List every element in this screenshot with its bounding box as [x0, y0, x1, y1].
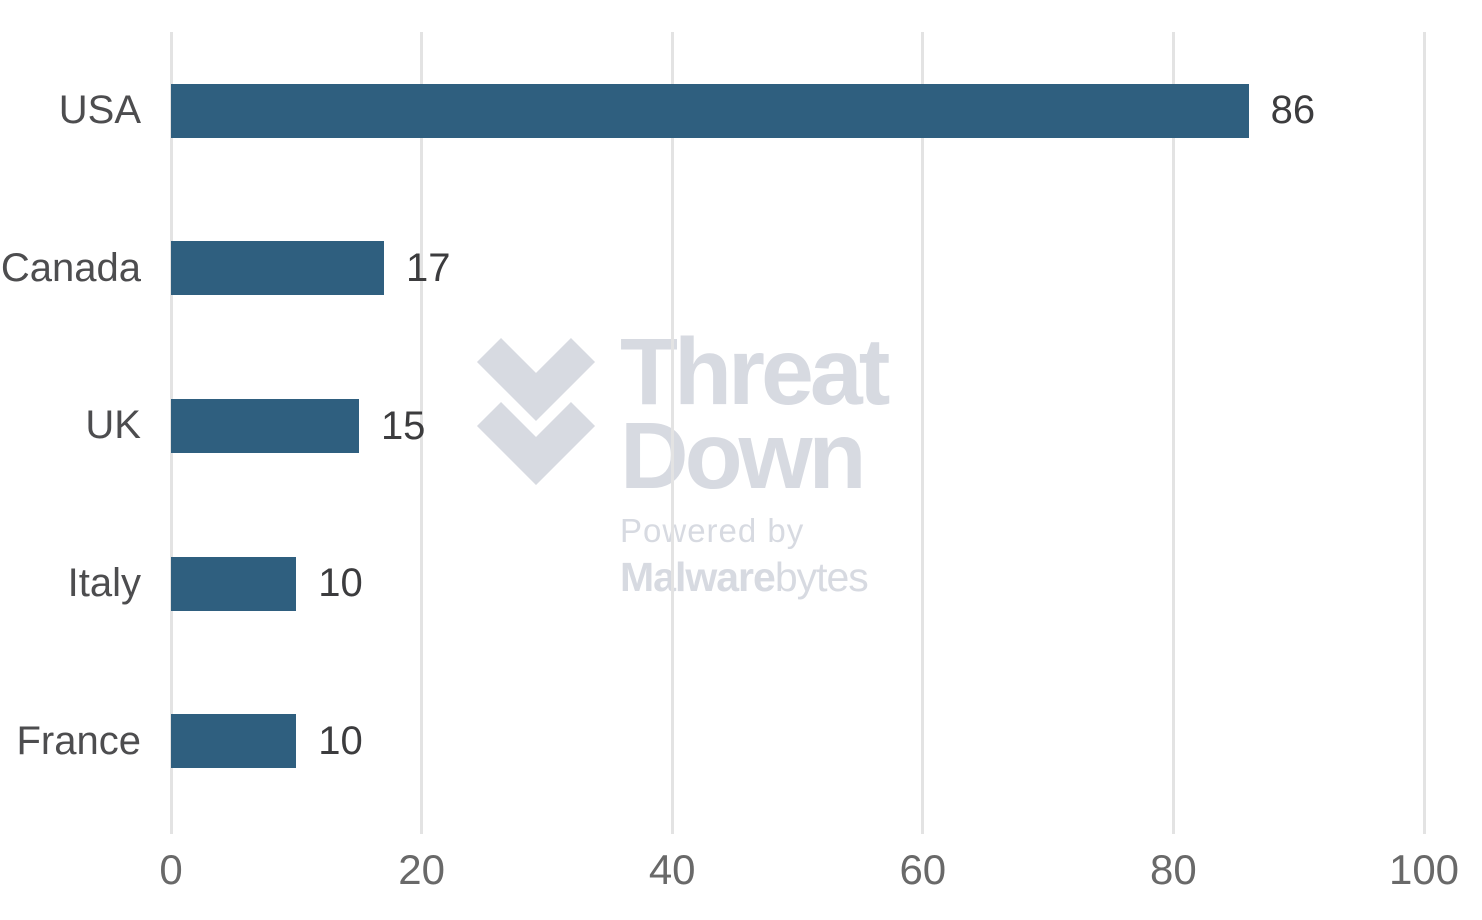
gridline [921, 32, 925, 834]
x-axis: 0 20 40 60 80 100 [159, 846, 1459, 906]
gridline [1171, 32, 1175, 834]
category-label: Canada [0, 245, 141, 290]
x-tick-label: 40 [648, 846, 696, 893]
bar [171, 83, 1249, 138]
category-label: France [16, 718, 142, 763]
value-label: 17 [406, 245, 451, 290]
gridline [1422, 32, 1426, 834]
x-tick-label: 20 [398, 846, 445, 893]
plot-area: 86 17 15 10 10 [169, 32, 1426, 834]
x-tick-label: 60 [899, 846, 947, 893]
value-label: 15 [380, 403, 426, 448]
bar [171, 399, 359, 453]
value-label: 86 [1270, 88, 1316, 133]
bar [171, 556, 297, 611]
x-tick-label: 100 [1388, 846, 1460, 893]
gridline [420, 32, 424, 834]
value-label: 10 [318, 561, 363, 606]
bar [171, 714, 297, 769]
bar [171, 241, 384, 296]
value-label: 10 [318, 718, 363, 763]
category-label: UK [85, 403, 141, 448]
gridline [670, 32, 674, 834]
category-label: USA [58, 88, 141, 133]
x-tick-label: 0 [159, 846, 183, 893]
category-label: Italy [67, 561, 141, 606]
x-tick-label: 80 [1150, 846, 1197, 893]
